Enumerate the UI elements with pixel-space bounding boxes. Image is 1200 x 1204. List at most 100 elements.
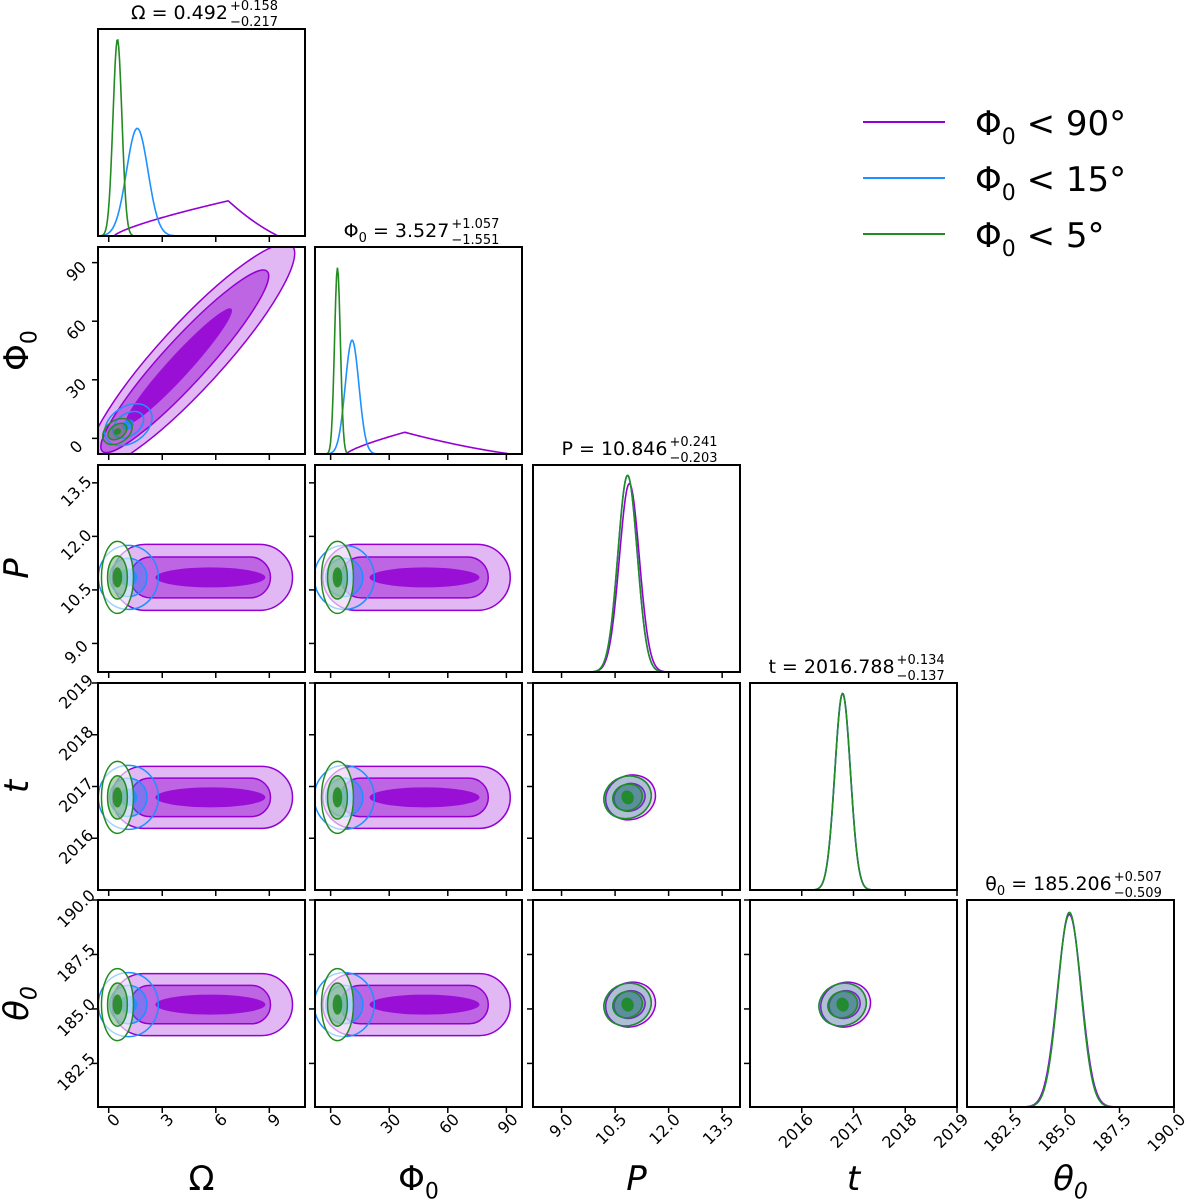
summary-title-t: t = 2016.788 xyxy=(768,656,894,678)
hist-line-phi0-0 xyxy=(315,431,522,454)
contour-phi0-theta0-0-core xyxy=(369,994,480,1015)
xtick-label-phi0: 30 xyxy=(377,1110,405,1138)
hist-line-t-1 xyxy=(750,692,957,890)
hist-panel-t xyxy=(750,692,957,890)
contour-omega-phi0-1-outer xyxy=(103,402,153,447)
contour-omega-t-2-core xyxy=(112,787,123,808)
contour-phi0-t-0-core xyxy=(369,787,480,808)
hist-line-phi0-2 xyxy=(315,267,522,454)
contour-omega-P-0-core xyxy=(155,567,266,588)
xtick-label-theta0: 187.5 xyxy=(1089,1110,1135,1156)
summary-title-P: P = 10.846 xyxy=(562,438,668,460)
panel-frame-omega-omega xyxy=(97,28,306,237)
contour-panel-P-theta0 xyxy=(603,981,657,1028)
contour-P-theta0-2-core xyxy=(621,997,634,1012)
summary-title-omega: Ω = 0.492 xyxy=(131,2,228,24)
xtick-label-theta0: 182.5 xyxy=(980,1110,1026,1156)
panel-frame-omega-P xyxy=(97,464,306,673)
yaxis-label-t: t xyxy=(0,778,37,793)
legend-label-1: Φ0 < 15° xyxy=(975,160,1126,206)
legend: Φ0 < 90° Φ0 < 15° Φ0 < 5° xyxy=(863,104,1126,262)
ytick-label-t: 2016 xyxy=(55,826,97,868)
contour-panel-omega-phi0 xyxy=(98,247,296,454)
summary-titles: Ω = 0.492 +0.158−0.217 Φ0 = 3.527 +1.057−1.… xyxy=(131,0,1162,901)
hist-panel-P xyxy=(533,474,740,672)
hist-line-omega-1 xyxy=(98,127,305,236)
hist-panel-omega xyxy=(98,38,305,236)
ytick-label-theta0: 185.0 xyxy=(53,995,99,1041)
xtick-label-P: 10.5 xyxy=(592,1110,631,1149)
xaxis-label-P: P xyxy=(626,1159,647,1199)
hist-line-theta0-0 xyxy=(967,913,1174,1107)
legend-label-2: Φ0 < 5° xyxy=(975,216,1105,262)
contour-panel-phi0-theta0 xyxy=(315,967,511,1042)
contour-panel-phi0-t xyxy=(315,760,511,835)
xaxis-label-phi0: Φ0 xyxy=(398,1159,439,1204)
panel-frame-theta0-theta0 xyxy=(966,899,1175,1108)
xtick-label-omega: 3 xyxy=(157,1110,178,1131)
panel-frame-phi0-phi0 xyxy=(314,246,523,455)
contour-t-theta0-2-core xyxy=(836,997,849,1012)
contour-panel-phi0-P xyxy=(315,540,512,615)
xtick-label-omega: 0 xyxy=(103,1110,124,1131)
summary-plus-t: +0.134 xyxy=(897,653,945,668)
panel-frame-phi0-theta0 xyxy=(314,899,523,1108)
xtick-label-phi0: 90 xyxy=(494,1110,522,1138)
xtick-label-t: 2017 xyxy=(827,1110,869,1152)
contour-panel-omega-t xyxy=(98,760,294,835)
hist-line-omega-0 xyxy=(98,199,305,236)
summary-plus-P: +0.241 xyxy=(669,435,717,450)
hist-line-theta0-1 xyxy=(967,911,1174,1107)
xtick-label-P: 12.0 xyxy=(645,1110,684,1149)
contour-phi0-P-2-core xyxy=(332,567,343,588)
panel-frame-omega-phi0 xyxy=(97,246,306,455)
summary-minus-theta0: −0.509 xyxy=(1114,886,1162,901)
contour-P-t-2-core xyxy=(621,790,634,805)
ytick-label-theta0: 182.5 xyxy=(53,1049,99,1095)
panel-frame-P-P xyxy=(532,464,741,673)
hist-panel-phi0 xyxy=(315,267,522,454)
summary-minus-t: −0.137 xyxy=(897,669,945,684)
contour-omega-phi0-2-core xyxy=(113,428,121,435)
hist-line-phi0-1 xyxy=(315,338,522,454)
xtick-label-omega: 6 xyxy=(210,1110,231,1131)
hist-line-t-0 xyxy=(750,692,957,890)
contours-layer xyxy=(98,247,872,1042)
xtick-label-t: 2019 xyxy=(930,1110,972,1152)
yaxis-label-P: P xyxy=(0,558,37,579)
panel-frame-omega-theta0 xyxy=(97,899,306,1108)
yaxis-label-phi0: Φ0 xyxy=(0,330,42,371)
contour-omega-P-2-core xyxy=(112,567,123,588)
legend-label-0: Φ0 < 90° xyxy=(975,104,1126,150)
summary-minus-phi0: −1.551 xyxy=(451,233,499,248)
ytick-label-P: 9.0 xyxy=(60,636,91,667)
yaxis-label-theta0: θ0 xyxy=(0,986,42,1021)
summary-title-phi0: Φ0 = 3.527 xyxy=(344,220,450,246)
ytick-label-phi0: 60 xyxy=(62,316,90,344)
xtick-label-P: 13.5 xyxy=(699,1110,738,1149)
contour-panel-t-theta0 xyxy=(818,981,872,1028)
contour-phi0-t-2-core xyxy=(332,787,343,808)
hist-line-P-0 xyxy=(533,482,740,672)
summary-minus-P: −0.203 xyxy=(669,451,717,466)
xtick-label-t: 2018 xyxy=(878,1110,920,1152)
summary-plus-theta0: +0.507 xyxy=(1114,870,1162,885)
xtick-label-P: 9.0 xyxy=(545,1110,576,1141)
xaxis-label-theta0: θ0 xyxy=(1053,1159,1088,1204)
contour-panel-omega-P xyxy=(98,540,294,615)
contour-omega-theta0-0-core xyxy=(155,994,266,1015)
hist-panel-theta0 xyxy=(967,911,1174,1107)
contour-omega-phi0-2-outer xyxy=(102,417,133,446)
panel-frame-phi0-P xyxy=(314,464,523,673)
ytick-label-P: 10.5 xyxy=(57,579,96,618)
ytick-label-phi0: 90 xyxy=(62,257,90,285)
xaxis-label-t: t xyxy=(847,1159,862,1199)
ytick-label-t: 2019 xyxy=(55,670,97,712)
hist-line-P-1 xyxy=(533,474,740,672)
contour-omega-phi0-0-core xyxy=(125,308,233,425)
ytick-label-t: 2018 xyxy=(55,722,97,764)
summary-plus-omega: +0.158 xyxy=(230,0,278,14)
contour-omega-theta0-2-core xyxy=(112,994,123,1015)
xtick-label-theta0: 190.0 xyxy=(1143,1110,1189,1156)
